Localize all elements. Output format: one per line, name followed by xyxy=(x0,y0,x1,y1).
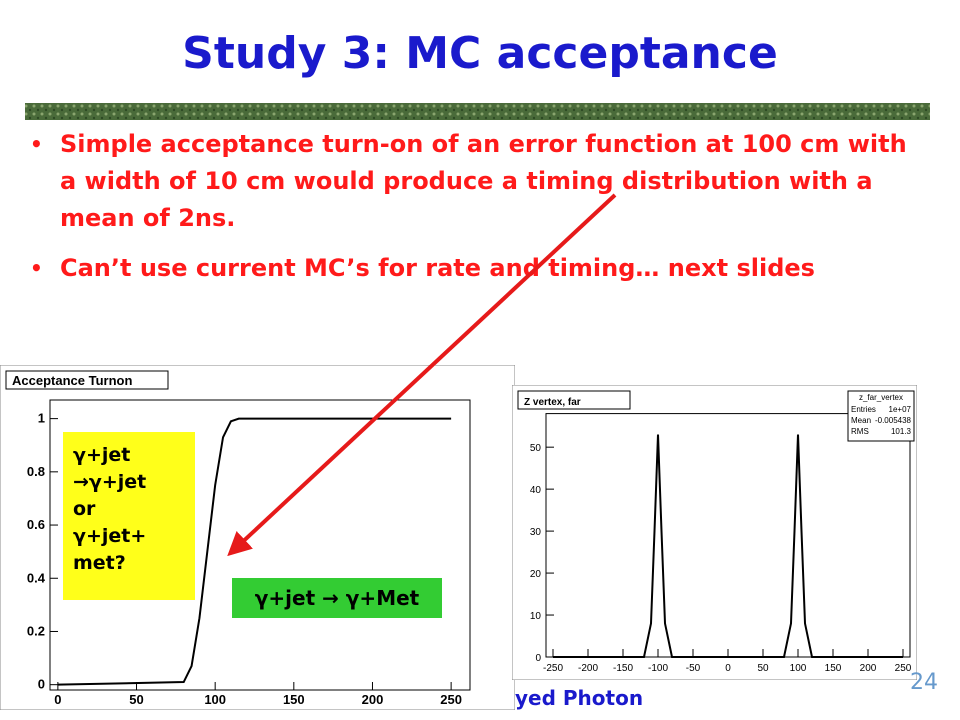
slide-title: Study 3: MC acceptance xyxy=(182,28,778,79)
page-number: 24 xyxy=(910,670,938,695)
x-tick-label: 250 xyxy=(440,692,462,707)
x-tick-label: 50 xyxy=(757,663,769,674)
x-tick-label: 200 xyxy=(860,663,877,674)
y-tick-label: 50 xyxy=(530,443,542,454)
y-tick-label: 1 xyxy=(38,411,45,426)
bullet: Can’t use current MC’s for rate and timi… xyxy=(30,250,860,287)
x-tick-label: -150 xyxy=(613,663,633,674)
stats-title: z_far_vertex xyxy=(859,393,903,402)
note-line: met? xyxy=(73,552,126,574)
stats-label: RMS xyxy=(851,427,869,436)
y-tick-label: 0 xyxy=(38,677,45,692)
x-tick-label: -200 xyxy=(578,663,598,674)
y-tick-label: 0.2 xyxy=(27,623,45,638)
note-line: or xyxy=(73,498,96,520)
x-tick-label: 0 xyxy=(725,663,731,674)
x-tick-label: 150 xyxy=(825,663,842,674)
plot-title: Acceptance Turnon xyxy=(12,373,132,388)
y-tick-label: 0.4 xyxy=(27,570,46,585)
data-line xyxy=(553,434,903,658)
stats-value: 101.3 xyxy=(891,427,912,436)
y-tick-label: 0.8 xyxy=(27,464,45,479)
stats-label: Entries xyxy=(851,405,876,414)
plot-title: Z vertex, far xyxy=(524,397,581,408)
footer-text: yed Photon xyxy=(515,686,644,710)
note-line: →γ+jet xyxy=(73,471,147,493)
green-note: γ+jet → γ+Met xyxy=(232,578,442,618)
x-tick-label: -250 xyxy=(543,663,563,674)
stats-value: 1e+07 xyxy=(889,405,912,414)
x-tick-label: 100 xyxy=(790,663,807,674)
divider-bar xyxy=(25,103,930,120)
bullet: Simple acceptance turn-on of an error fu… xyxy=(30,126,930,237)
note-line: γ+jet xyxy=(73,444,131,466)
x-tick-label: 100 xyxy=(204,692,226,707)
x-tick-label: -100 xyxy=(648,663,668,674)
x-tick-label: 50 xyxy=(129,692,143,707)
x-tick-label: 0 xyxy=(54,692,61,707)
y-tick-label: 0.6 xyxy=(27,517,45,532)
y-tick-label: 30 xyxy=(530,527,542,538)
x-tick-label: -50 xyxy=(686,663,701,674)
y-tick-label: 10 xyxy=(530,611,542,622)
note-line: γ+jet+ xyxy=(73,525,147,547)
plot-panel: Z vertex, far-250 -200 -150 -100 -50 0 50 100 15… xyxy=(512,385,917,680)
plot-title-box xyxy=(5,370,169,390)
x-tick-label: 200 xyxy=(362,692,384,707)
y-tick-label: 20 xyxy=(530,569,542,580)
y-tick-label: 0 xyxy=(535,653,541,664)
stats-box xyxy=(847,390,915,442)
x-tick-label: 150 xyxy=(283,692,305,707)
stats-label: Mean xyxy=(851,416,871,425)
stats-value: -0.005438 xyxy=(875,416,912,425)
yellow-note: γ+jet →γ+jet or γ+jet+ met? xyxy=(63,432,195,600)
x-tick-label: 250 xyxy=(895,663,912,674)
y-tick-label: 40 xyxy=(530,485,542,496)
plot-area xyxy=(545,413,911,658)
